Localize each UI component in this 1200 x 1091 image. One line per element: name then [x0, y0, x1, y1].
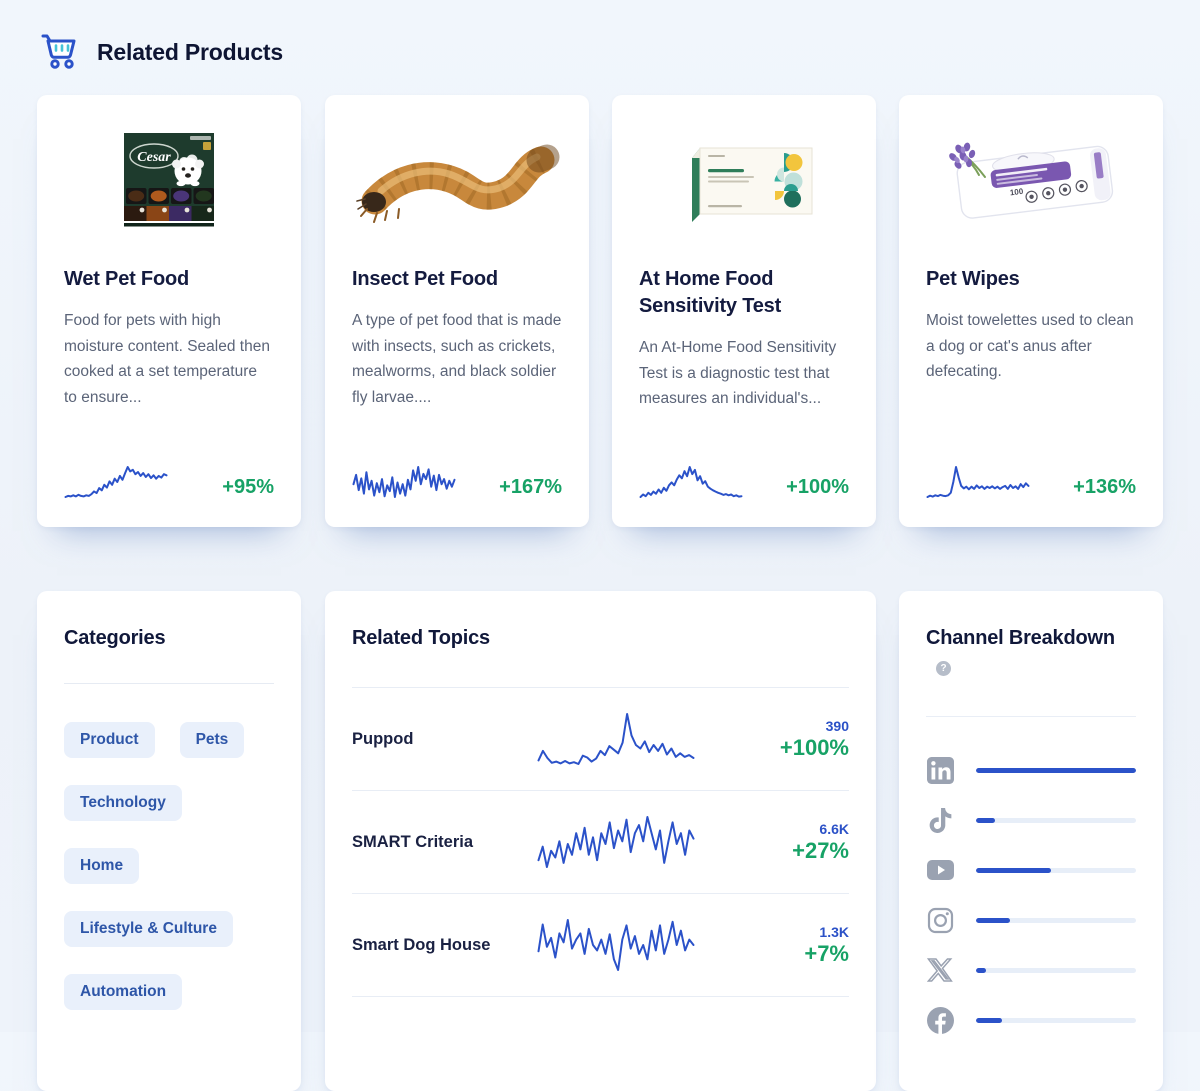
product-trend-sparkline: [64, 465, 168, 499]
channel-bar-fill: [976, 1017, 1002, 1023]
channel-bar-fill: [976, 967, 986, 973]
page-title: Related Products: [97, 39, 283, 65]
channel-row-linkedin: [926, 755, 1136, 785]
categories-panel: Categories Product Pets Technology Home …: [37, 591, 301, 1091]
topic-growth: +100%: [779, 734, 849, 760]
product-card-insect-pet-food[interactable]: Insect Pet Food A type of pet food that …: [325, 95, 589, 527]
product-description: An At-Home Food Sensitivity Test is a di…: [639, 339, 837, 408]
product-description: Food for pets with high moisture content…: [64, 312, 270, 407]
help-icon[interactable]: ?: [936, 661, 951, 676]
related-topics-list: Puppod 390 +100% SMART Criteria 6.6K +27…: [352, 687, 849, 997]
product-image-wipes-pack: 100: [926, 122, 1136, 240]
channel-bar-track: [976, 1017, 1136, 1023]
channel-row-instagram: [926, 905, 1136, 935]
topic-row-puppod[interactable]: Puppod 390 +100%: [352, 688, 849, 791]
product-title: Pet Wipes: [926, 268, 1020, 290]
product-image-cesar-box: Cesar: [64, 122, 274, 240]
topic-growth: +7%: [804, 940, 849, 966]
channel-bar-fill: [976, 767, 1136, 773]
product-growth-badge: +100%: [786, 476, 849, 498]
facebook-icon: [926, 1006, 954, 1034]
topic-label: Smart Dog House: [352, 935, 491, 954]
product-description: A type of pet food that is made with ins…: [352, 312, 562, 407]
product-title: Insect Pet Food: [352, 268, 498, 290]
channel-bar-track: [976, 967, 1136, 973]
x-twitter-icon: [926, 956, 954, 984]
channel-breakdown-title: Channel Breakdown: [926, 627, 1115, 649]
product-card-food-sensitivity-test[interactable]: At Home Food Sensitivity Test An At-Home…: [612, 95, 876, 527]
topic-sparkline: [537, 815, 695, 869]
product-growth-badge: +136%: [1073, 476, 1136, 498]
channel-row-x: [926, 955, 1136, 985]
channel-bar-fill: [976, 917, 1010, 923]
divider: [926, 716, 1136, 717]
product-image-mealworm: [352, 122, 562, 240]
product-title: Wet Pet Food: [64, 268, 190, 290]
channel-row-facebook: [926, 1005, 1136, 1035]
product-growth-badge: +167%: [499, 476, 562, 498]
channel-row-tiktok: [926, 805, 1136, 835]
svg-text:Cesar: Cesar: [137, 150, 171, 165]
product-description: Moist towelettes used to clean a dog or …: [926, 312, 1134, 381]
categories-title: Categories: [64, 627, 166, 649]
product-trend-sparkline: [926, 465, 1030, 499]
topic-search-volume: 390: [825, 717, 849, 734]
topic-label: Puppod: [352, 729, 414, 748]
channel-row-youtube: [926, 855, 1136, 885]
channel-bar-track: [976, 767, 1136, 773]
related-products-header: Related Products: [37, 28, 283, 77]
topic-search-volume: 1.3K: [819, 923, 849, 940]
topic-sparkline: [537, 918, 695, 972]
category-pill-automation[interactable]: Automation: [64, 974, 183, 1010]
tiktok-icon: [926, 806, 954, 834]
related-topics-title: Related Topics: [352, 627, 490, 649]
topic-label: SMART Criteria: [352, 832, 474, 851]
product-growth-badge: +95%: [222, 476, 274, 498]
product-image-test-kit-box: [639, 122, 849, 240]
topic-search-volume: 6.6K: [819, 820, 849, 837]
channel-list: [899, 755, 1163, 1035]
category-pill-lifestyle-culture[interactable]: Lifestyle & Culture: [64, 911, 233, 947]
topic-growth: +27%: [792, 837, 849, 863]
linkedin-icon: [926, 756, 954, 784]
topic-row-smart-dog-house[interactable]: Smart Dog House 1.3K +7%: [352, 894, 849, 997]
product-title: At Home Food Sensitivity Test: [639, 268, 782, 317]
category-pill-technology[interactable]: Technology: [64, 785, 182, 821]
topic-sparkline: [537, 712, 695, 766]
related-topics-panel: Related Topics Puppod 390 +100% SMART Cr…: [325, 591, 876, 1091]
channel-bar-track: [976, 917, 1136, 923]
category-pill-product[interactable]: Product: [64, 722, 155, 758]
channel-bar-fill: [976, 867, 1052, 873]
channel-bar-fill: [976, 817, 996, 823]
divider: [64, 683, 274, 684]
category-pill-home[interactable]: Home: [64, 848, 140, 884]
svg-text:100: 100: [1009, 187, 1024, 198]
youtube-icon: [926, 856, 954, 884]
product-trend-sparkline: [352, 465, 456, 499]
channel-bar-track: [976, 867, 1136, 873]
category-pill-pets[interactable]: Pets: [179, 722, 245, 758]
product-card-wet-pet-food[interactable]: Cesar: [37, 95, 301, 527]
instagram-icon: [926, 906, 954, 934]
channel-breakdown-panel: Channel Breakdown ?: [899, 591, 1163, 1091]
topic-row-smart-criteria[interactable]: SMART Criteria 6.6K +27%: [352, 791, 849, 894]
channel-bar-track: [976, 817, 1136, 823]
product-card-pet-wipes[interactable]: 100 Pet Wip: [899, 95, 1163, 527]
category-pills: Product Pets Technology Home Lifestyle &…: [64, 722, 274, 1010]
shopping-cart-icon: [37, 28, 81, 77]
product-trend-sparkline: [639, 465, 743, 499]
